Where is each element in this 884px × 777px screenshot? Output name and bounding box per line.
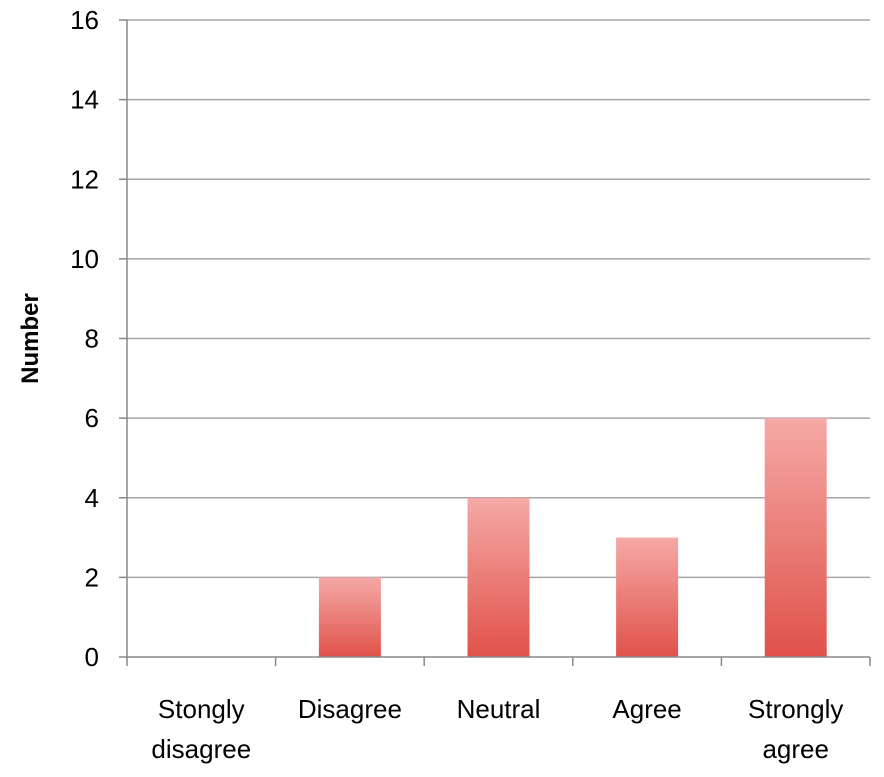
bar [467, 497, 530, 657]
y-tick-label: 10 [70, 244, 99, 274]
y-axis-title: Number [17, 293, 44, 384]
x-category-label: Disagree [298, 694, 402, 724]
axes [119, 19, 871, 666]
y-tick-label: 8 [85, 324, 99, 354]
y-tick-label: 0 [85, 642, 99, 672]
y-tick-label: 4 [85, 483, 99, 513]
bar [318, 577, 381, 657]
x-category-label: agree [762, 734, 829, 764]
labels: 0 2 4 6 8 10 12 14 16 Stongly disagree Disagree Neut… [17, 5, 843, 764]
y-tick-label: 14 [70, 85, 99, 115]
x-category-label: disagree [151, 734, 251, 764]
y-tick-label: 6 [85, 403, 99, 433]
x-category-label: Neutral [457, 694, 541, 724]
x-category-label: Strongly [748, 694, 843, 724]
y-tick-label: 2 [85, 562, 99, 592]
bar [764, 418, 827, 657]
x-category-label: Stongly [158, 694, 245, 724]
gridlines [127, 19, 870, 579]
x-category-label: Agree [612, 694, 681, 724]
bars [318, 418, 827, 657]
y-tick-label: 16 [70, 5, 99, 35]
y-tick-label: 12 [70, 164, 99, 194]
bar [616, 537, 679, 657]
